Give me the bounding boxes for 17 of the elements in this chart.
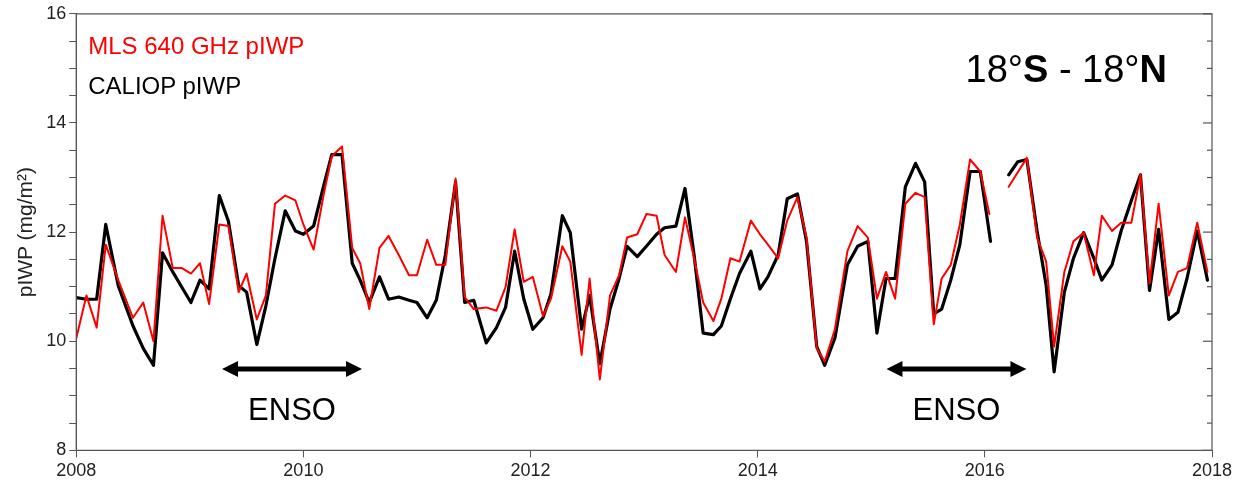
y-tick-label: 14	[46, 111, 67, 132]
text: CALIOP pIWP	[88, 71, 242, 99]
x-tick-label: 2008	[56, 460, 97, 481]
x-tick-label: 2014	[737, 460, 778, 481]
x-tick-label: 2012	[510, 460, 551, 481]
x-tick-label: 2018	[1191, 460, 1233, 481]
annotation: ENSO	[248, 391, 336, 427]
x-tick-label: 2010	[283, 460, 324, 481]
y-tick-label: 16	[46, 2, 67, 23]
y-tick-label: 8	[56, 439, 67, 460]
y-axis-title: pIWP (mg/m²)	[13, 166, 37, 298]
y-tick-label: 10	[46, 330, 67, 351]
annotation: ENSO	[912, 391, 1001, 427]
text: MLS 640 GHz pIWP	[88, 31, 305, 59]
y-tick-label: 12	[46, 221, 67, 242]
text: 18°S - 18°N	[965, 47, 1168, 90]
x-tick-label: 2016	[964, 460, 1005, 481]
